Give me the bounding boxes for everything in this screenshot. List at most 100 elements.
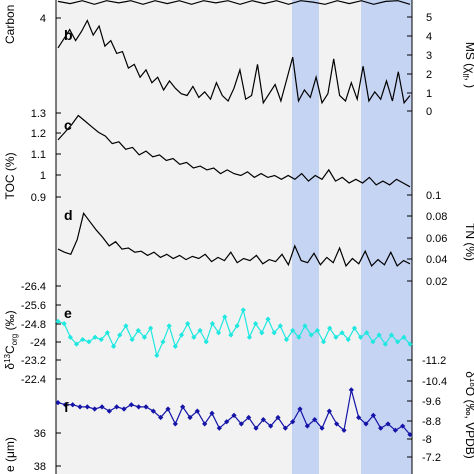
axis-label-d13c: δ13Corg (‰) xyxy=(3,310,19,369)
axis-label-carbon: Carbon xyxy=(3,5,17,44)
tick-g-38: 38 xyxy=(34,461,46,473)
data-point-e-36 xyxy=(277,323,283,329)
panel-letter-d: d xyxy=(64,207,73,223)
plot-background xyxy=(56,0,412,474)
tick-d18o--8: -8 xyxy=(422,434,432,446)
data-point-e-50 xyxy=(364,330,370,336)
data-point-f-41 xyxy=(356,414,362,421)
highlight-band-2 xyxy=(361,0,412,474)
data-point-f-46 xyxy=(392,427,398,433)
data-point-f-16 xyxy=(172,421,178,427)
tick-d13c--23.2: -23.2 xyxy=(21,355,46,367)
data-point-f-40 xyxy=(348,387,354,393)
data-point-e-47 xyxy=(345,336,351,343)
tick-toc-1.3: 1.3 xyxy=(31,108,46,120)
data-point-f-48 xyxy=(407,431,413,438)
tick-d18o--8.8: -8.8 xyxy=(422,416,441,428)
data-point-e-39 xyxy=(296,334,302,340)
tick-toc-1: 1 xyxy=(40,170,46,182)
data-point-f-32 xyxy=(290,419,296,425)
data-point-e-18 xyxy=(166,323,172,329)
data-point-e-11 xyxy=(123,323,129,329)
data-point-f-1 xyxy=(62,402,68,408)
data-point-e-10 xyxy=(117,332,123,338)
series-e xyxy=(55,307,413,359)
tick-ms-2: 2 xyxy=(426,69,432,81)
series-line-d xyxy=(57,211,411,268)
data-point-f-33 xyxy=(297,406,303,412)
tick-ms-1: 1 xyxy=(426,88,432,100)
data-point-f-43 xyxy=(370,412,376,418)
series-a xyxy=(57,0,411,5)
data-point-f-17 xyxy=(180,404,186,410)
axis-ticks xyxy=(56,16,412,467)
data-point-e-5 xyxy=(86,339,92,345)
tick-d18o--9.6: -9.6 xyxy=(422,396,441,408)
data-point-f-12 xyxy=(143,404,149,410)
data-point-f-23 xyxy=(224,419,230,425)
data-point-f-44 xyxy=(378,425,384,431)
series-f xyxy=(55,387,413,438)
data-point-e-51 xyxy=(370,339,376,345)
series-line-c xyxy=(57,114,411,188)
data-point-e-37 xyxy=(283,336,290,343)
data-point-f-18 xyxy=(187,414,193,421)
tick-ms-5: 5 xyxy=(426,12,432,24)
tick-toc-1.1: 1.1 xyxy=(31,149,46,161)
data-point-f-36 xyxy=(319,425,325,431)
axis-label-toc: TOC (%) xyxy=(3,152,17,199)
data-point-f-13 xyxy=(150,408,156,414)
data-point-f-9 xyxy=(121,406,127,412)
data-point-e-53 xyxy=(382,341,388,347)
tick-a-4: 4 xyxy=(40,13,46,25)
data-point-e-14 xyxy=(141,334,148,340)
data-point-e-1 xyxy=(61,321,67,327)
highlight-band-1 xyxy=(292,0,319,474)
data-point-e-25 xyxy=(209,321,215,327)
data-point-e-24 xyxy=(203,339,209,345)
data-point-e-43 xyxy=(320,339,327,345)
data-point-f-11 xyxy=(136,404,142,410)
data-point-f-45 xyxy=(385,421,391,427)
data-point-e-12 xyxy=(129,336,135,343)
series-d xyxy=(57,211,411,268)
data-point-f-39 xyxy=(341,427,347,433)
data-point-e-17 xyxy=(160,339,166,345)
data-point-f-35 xyxy=(312,417,318,423)
data-point-e-23 xyxy=(197,327,203,334)
data-point-f-19 xyxy=(194,408,200,414)
data-point-e-55 xyxy=(395,339,401,345)
data-point-f-5 xyxy=(92,406,98,412)
data-point-e-21 xyxy=(185,321,191,327)
panel-letter-b: b xyxy=(64,27,73,43)
data-point-f-34 xyxy=(304,423,310,429)
data-point-f-10 xyxy=(128,402,134,408)
data-point-e-13 xyxy=(135,327,141,334)
data-point-f-20 xyxy=(202,421,208,427)
tick-ms-3: 3 xyxy=(426,50,432,62)
tick-tn-0.02: 0.02 xyxy=(426,276,447,288)
series-line-a xyxy=(57,0,411,5)
data-point-e-28 xyxy=(228,332,234,338)
data-point-e-31 xyxy=(246,334,253,340)
series-group xyxy=(55,0,413,438)
data-point-e-15 xyxy=(148,325,154,331)
tick-ms-4: 4 xyxy=(426,31,432,43)
series-c xyxy=(57,114,411,188)
data-point-e-45 xyxy=(333,334,339,340)
tick-d13c--26.4: -26.4 xyxy=(21,281,46,293)
data-point-f-3 xyxy=(77,404,83,410)
data-point-f-14 xyxy=(158,414,164,421)
data-point-f-47 xyxy=(400,423,406,429)
data-point-f-0 xyxy=(55,400,61,406)
data-point-e-33 xyxy=(259,330,265,336)
series-line-e xyxy=(57,307,411,358)
axis-label-grain: e (μm) xyxy=(3,437,17,472)
data-point-e-0 xyxy=(55,318,61,324)
tick-tn-0.06: 0.06 xyxy=(426,233,447,245)
tick-d18o--7.2: -7.2 xyxy=(422,452,441,464)
tick-d13c--25.6: -25.6 xyxy=(21,300,46,312)
tick-toc-1.2: 1.2 xyxy=(31,128,46,140)
data-point-e-27 xyxy=(222,314,228,320)
